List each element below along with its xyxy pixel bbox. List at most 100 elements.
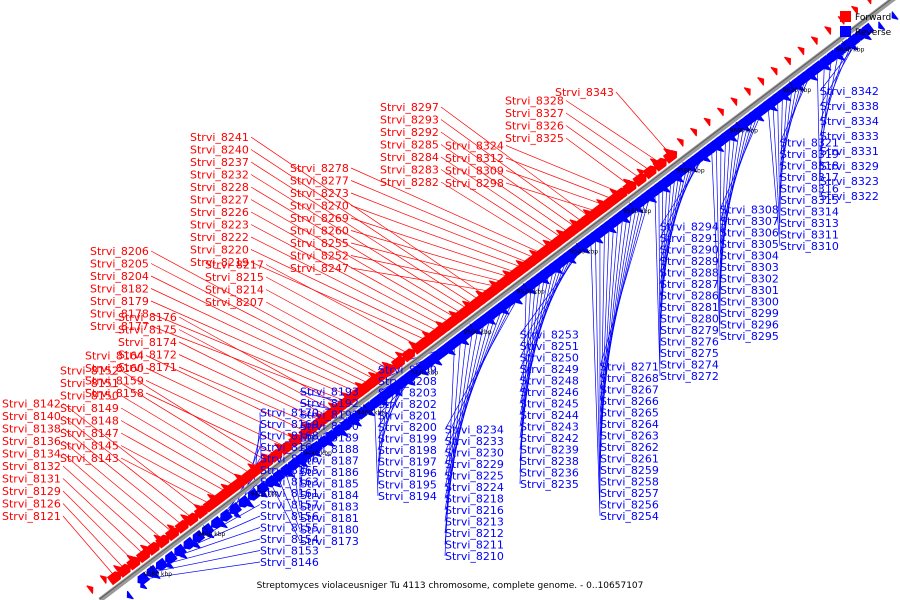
- reverse-gene-label[interactable]: Strvi_8187: [300, 455, 359, 468]
- reverse-gene-label[interactable]: Strvi_8314: [780, 206, 839, 219]
- forward-gene-label[interactable]: Strvi_8247: [290, 262, 349, 275]
- reverse-gene-label[interactable]: Strvi_8146: [260, 556, 319, 569]
- reverse-gene-label[interactable]: Strvi_8210: [445, 550, 504, 563]
- forward-gene-label[interactable]: Strvi_8324: [445, 140, 504, 153]
- forward-gene-label[interactable]: Strvi_8240: [190, 144, 249, 157]
- reverse-gene-label[interactable]: Strvi_8267: [600, 384, 659, 397]
- reverse-gene-label[interactable]: Strvi_8169: [260, 418, 319, 431]
- reverse-gene-label[interactable]: Strvi_8225: [445, 470, 504, 483]
- forward-gene-label[interactable]: Strvi_8325: [505, 132, 564, 145]
- reverse-gene-label[interactable]: Strvi_8229: [445, 458, 504, 471]
- reverse-gene-label[interactable]: Strvi_8200: [378, 421, 437, 434]
- reverse-gene-label[interactable]: Strvi_8296: [720, 319, 779, 332]
- reverse-gene-label[interactable]: Strvi_8156: [260, 510, 319, 523]
- forward-gene-label[interactable]: Strvi_8273: [290, 187, 349, 200]
- reverse-gene-label[interactable]: Strvi_8230: [445, 447, 504, 460]
- reverse-gene-label[interactable]: Strvi_8275: [660, 347, 719, 360]
- forward-gene-label[interactable]: Strvi_8158: [85, 387, 144, 400]
- reverse-gene-label[interactable]: Strvi_8209: [378, 364, 437, 377]
- reverse-gene-label[interactable]: Strvi_8310: [780, 240, 839, 253]
- forward-gene-label[interactable]: Strvi_8179: [90, 295, 149, 308]
- reverse-gene-label[interactable]: Strvi_8186: [300, 466, 359, 479]
- reverse-gene-label[interactable]: Strvi_8239: [520, 444, 579, 457]
- reverse-gene-label[interactable]: Strvi_8318: [780, 160, 839, 173]
- forward-gene-label[interactable]: Strvi_8278: [290, 162, 349, 175]
- forward-gene-label[interactable]: Strvi_8282: [380, 176, 439, 189]
- reverse-gene-label[interactable]: Strvi_8189: [300, 432, 359, 445]
- reverse-gene-label[interactable]: Strvi_8322: [820, 190, 879, 203]
- forward-gene-label[interactable]: Strvi_8285: [380, 139, 439, 152]
- reverse-gene-label[interactable]: Strvi_8197: [378, 456, 437, 469]
- reverse-gene-label[interactable]: Strvi_8243: [520, 421, 579, 434]
- reverse-gene-label[interactable]: Strvi_8251: [520, 340, 579, 353]
- forward-gene-label[interactable]: Strvi_8293: [380, 114, 439, 127]
- reverse-gene-label[interactable]: Strvi_8235: [520, 478, 579, 491]
- reverse-gene-label[interactable]: Strvi_8153: [260, 545, 319, 558]
- forward-gene-label[interactable]: Strvi_8283: [380, 164, 439, 177]
- reverse-gene-label[interactable]: Strvi_8154: [260, 533, 319, 546]
- reverse-gene-label[interactable]: Strvi_8342: [820, 85, 879, 98]
- forward-gene-label[interactable]: Strvi_8270: [290, 200, 349, 213]
- forward-gene-label[interactable]: Strvi_8134: [2, 448, 61, 461]
- reverse-gene-label[interactable]: Strvi_8183: [300, 501, 359, 514]
- reverse-gene-label[interactable]: Strvi_8191: [300, 409, 359, 422]
- reverse-gene-label[interactable]: Strvi_8208: [378, 375, 437, 388]
- reverse-gene-label[interactable]: Strvi_8196: [378, 467, 437, 480]
- reverse-gene-label[interactable]: Strvi_8295: [720, 330, 779, 343]
- forward-gene-label[interactable]: Strvi_8171: [118, 361, 177, 374]
- reverse-gene-label[interactable]: Strvi_8334: [820, 115, 879, 128]
- forward-gene-label[interactable]: Strvi_8206: [90, 245, 149, 258]
- reverse-gene-label[interactable]: Strvi_8262: [600, 441, 659, 454]
- forward-gene-label[interactable]: Strvi_8260: [290, 225, 349, 238]
- reverse-gene-label[interactable]: Strvi_8249: [520, 363, 579, 376]
- reverse-gene-label[interactable]: Strvi_8286: [660, 290, 719, 303]
- reverse-gene-label[interactable]: Strvi_8261: [600, 453, 659, 466]
- reverse-gene-label[interactable]: Strvi_8190: [300, 420, 359, 433]
- reverse-gene-label[interactable]: Strvi_8181: [300, 512, 359, 525]
- forward-gene-label[interactable]: Strvi_8277: [290, 175, 349, 188]
- forward-gene-label[interactable]: Strvi_8140: [2, 410, 61, 423]
- reverse-gene-label[interactable]: Strvi_8157: [260, 499, 319, 512]
- forward-gene-label[interactable]: Strvi_8204: [90, 270, 149, 283]
- reverse-gene-label[interactable]: Strvi_8253: [520, 329, 579, 342]
- forward-gene-label[interactable]: Strvi_8297: [380, 101, 439, 114]
- forward-gene-label[interactable]: Strvi_8207: [205, 296, 264, 309]
- reverse-gene-label[interactable]: Strvi_8213: [445, 516, 504, 529]
- reverse-gene-label[interactable]: Strvi_8236: [520, 467, 579, 480]
- reverse-gene-label[interactable]: Strvi_8317: [780, 171, 839, 184]
- reverse-gene-label[interactable]: Strvi_8265: [600, 407, 659, 420]
- reverse-gene-label[interactable]: Strvi_8316: [780, 183, 839, 196]
- reverse-gene-label[interactable]: Strvi_8195: [378, 479, 437, 492]
- reverse-gene-label[interactable]: Strvi_8313: [780, 217, 839, 230]
- reverse-gene-label[interactable]: Strvi_8290: [660, 244, 719, 257]
- forward-gene-label[interactable]: Strvi_8328: [505, 95, 564, 108]
- forward-gene-label[interactable]: Strvi_8129: [2, 485, 61, 498]
- reverse-gene-label[interactable]: Strvi_8248: [520, 375, 579, 388]
- forward-gene-label[interactable]: Strvi_8214: [205, 284, 264, 297]
- reverse-gene-label[interactable]: Strvi_8338: [820, 100, 879, 113]
- reverse-gene-label[interactable]: Strvi_8288: [660, 267, 719, 280]
- reverse-gene-label[interactable]: Strvi_8188: [300, 443, 359, 456]
- forward-gene-label[interactable]: Strvi_8178: [90, 308, 149, 321]
- reverse-gene-label[interactable]: Strvi_8168: [260, 430, 319, 443]
- reverse-gene-label[interactable]: Strvi_8331: [820, 145, 879, 158]
- forward-gene-label[interactable]: Strvi_8132: [2, 460, 61, 473]
- reverse-gene-label[interactable]: Strvi_8257: [600, 487, 659, 500]
- forward-gene-label[interactable]: Strvi_8147: [60, 427, 119, 440]
- forward-gene-label[interactable]: Strvi_8343: [555, 86, 614, 99]
- forward-gene-label[interactable]: Strvi_8284: [380, 151, 439, 164]
- forward-gene-label[interactable]: Strvi_8143: [60, 452, 119, 465]
- forward-gene-label[interactable]: Strvi_8252: [290, 250, 349, 263]
- reverse-gene-label[interactable]: Strvi_8216: [445, 504, 504, 517]
- reverse-gene-label[interactable]: Strvi_8272: [660, 370, 719, 383]
- forward-gene-label[interactable]: Strvi_8138: [2, 423, 61, 436]
- forward-gene-label[interactable]: Strvi_8292: [380, 126, 439, 139]
- forward-gene-label[interactable]: Strvi_8160: [85, 362, 144, 375]
- forward-gene-label[interactable]: Strvi_8220: [190, 244, 249, 257]
- reverse-gene-label[interactable]: Strvi_8268: [600, 372, 659, 385]
- reverse-gene-label[interactable]: Strvi_8323: [820, 175, 879, 188]
- forward-gene-label[interactable]: Strvi_8219: [190, 256, 249, 269]
- reverse-gene-label[interactable]: Strvi_8242: [520, 432, 579, 445]
- reverse-gene-label[interactable]: Strvi_8185: [300, 478, 359, 491]
- reverse-gene-label[interactable]: Strvi_8279: [660, 324, 719, 337]
